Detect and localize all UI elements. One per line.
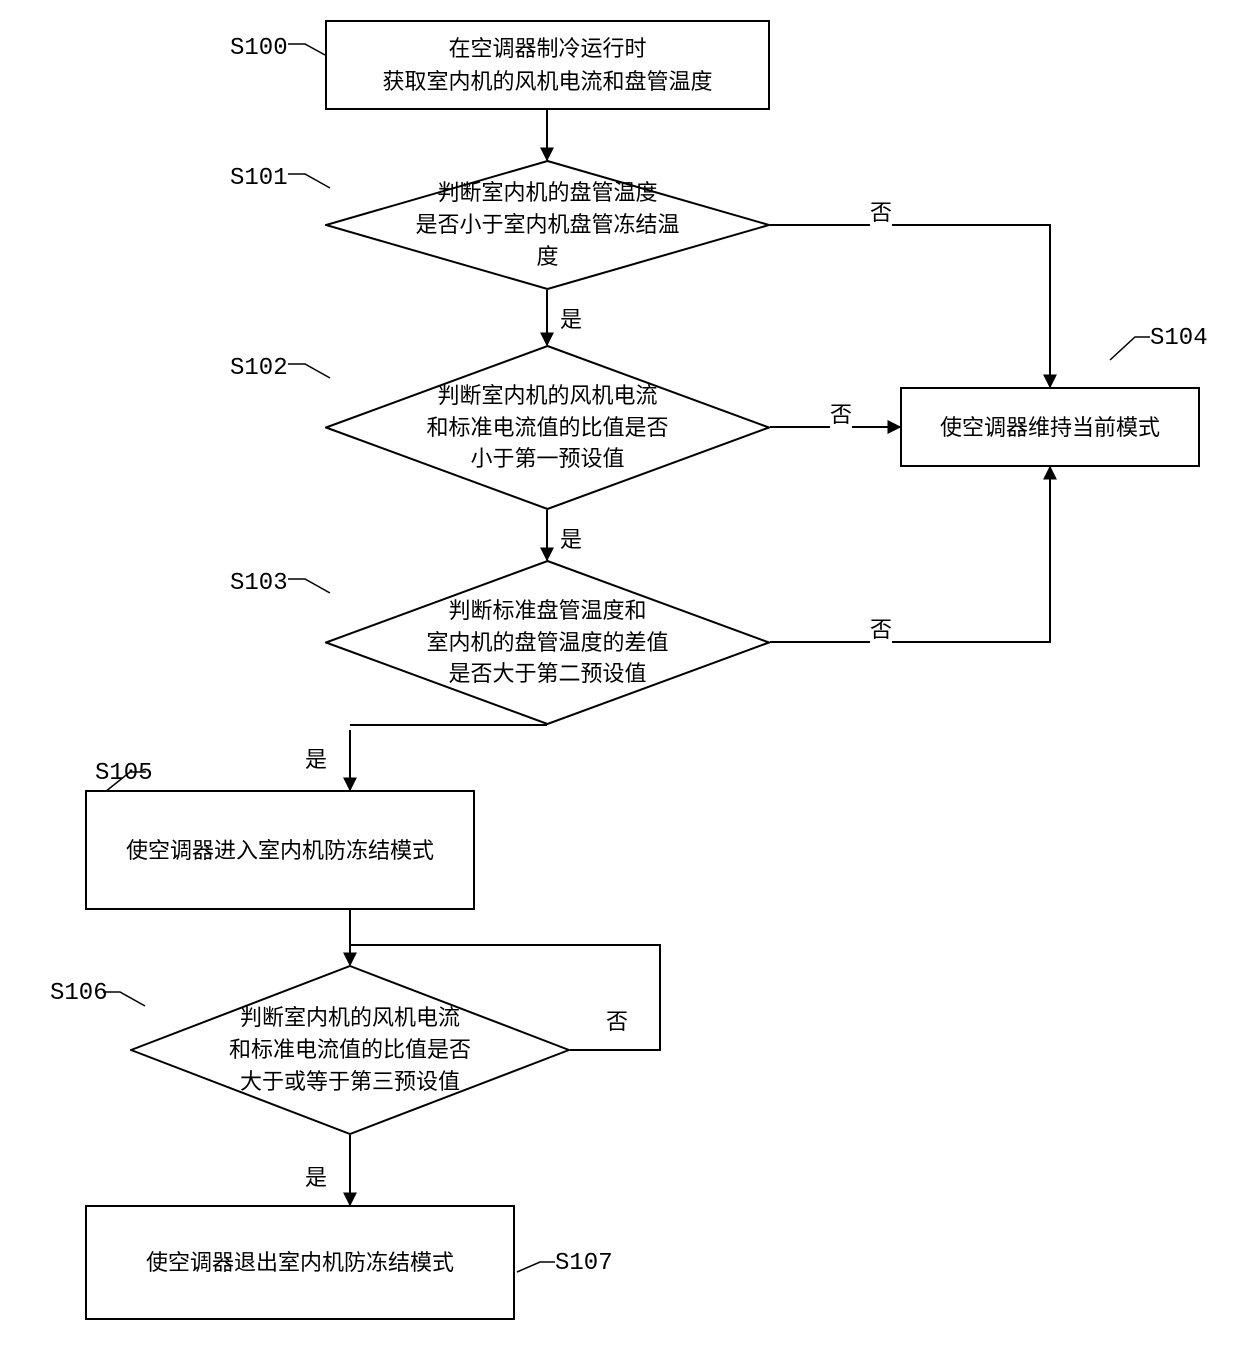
leader-s101	[288, 174, 330, 188]
node-s106: 判断室内机的风机电流和标准电流值的比值是否大于或等于第三预设值	[130, 965, 570, 1135]
step-label-s107: S107	[555, 1250, 613, 1277]
flowchart-canvas: 在空调器制冷运行时获取室内机的风机电流和盘管温度判断室内机的盘管温度是否小于室内…	[0, 0, 1240, 1349]
node-text: 判断室内机的风机电流和标准电流值的比值是否小于第一预设值	[325, 345, 770, 510]
node-s104: 使空调器维持当前模式	[900, 387, 1200, 467]
node-text: 使空调器退出室内机防冻结模式	[146, 1246, 454, 1279]
leader-s103	[288, 579, 330, 593]
node-text: 判断标准盘管温度和室内机的盘管温度的差值是否大于第二预设值	[325, 560, 770, 725]
step-label-s106: S106	[50, 980, 108, 1007]
edge-7	[770, 467, 1050, 642]
edge-label-2: 是	[560, 522, 582, 554]
node-text: 使空调器维持当前模式	[940, 411, 1160, 444]
node-s107: 使空调器退出室内机防冻结模式	[85, 1205, 515, 1320]
step-label-s105: S105	[95, 760, 153, 787]
leader-s104	[1110, 337, 1150, 360]
step-label-s104: S104	[1150, 325, 1208, 352]
edge-label-10: 是	[305, 1160, 327, 1192]
node-s101: 判断室内机的盘管温度是否小于室内机盘管冻结温度	[325, 160, 770, 290]
node-text: 使空调器进入室内机防冻结模式	[126, 834, 434, 867]
step-label-s101: S101	[230, 165, 288, 192]
leader-s107	[517, 1262, 555, 1272]
node-text: 判断室内机的盘管温度是否小于室内机盘管冻结温度	[325, 160, 770, 290]
edge-5	[770, 225, 1050, 387]
leader-s100	[288, 44, 325, 55]
edge-label-5: 否	[870, 195, 892, 227]
edge-label-9: 否	[606, 1004, 628, 1036]
edge-label-7: 否	[870, 612, 892, 644]
leader-s102	[288, 364, 330, 378]
step-label-s103: S103	[230, 570, 288, 597]
node-s100: 在空调器制冷运行时获取室内机的风机电流和盘管温度	[325, 20, 770, 110]
node-text: 判断室内机的风机电流和标准电流值的比值是否大于或等于第三预设值	[130, 965, 570, 1135]
node-s102: 判断室内机的风机电流和标准电流值的比值是否小于第一预设值	[325, 345, 770, 510]
node-s105: 使空调器进入室内机防冻结模式	[85, 790, 475, 910]
edge-label-3: 是	[305, 742, 327, 774]
step-label-s102: S102	[230, 355, 288, 382]
step-label-s100: S100	[230, 35, 288, 62]
edge-label-1: 是	[560, 302, 582, 334]
edge-label-6: 否	[830, 397, 852, 429]
node-s103: 判断标准盘管温度和室内机的盘管温度的差值是否大于第二预设值	[325, 560, 770, 725]
node-text: 在空调器制冷运行时获取室内机的风机电流和盘管温度	[382, 32, 712, 98]
